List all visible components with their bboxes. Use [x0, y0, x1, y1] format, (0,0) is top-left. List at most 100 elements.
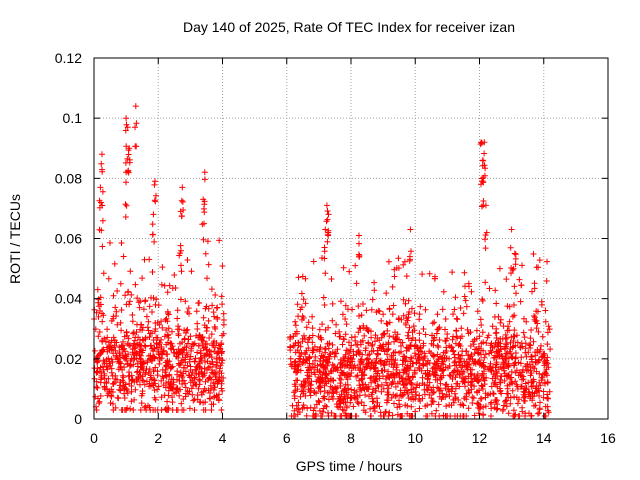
- data-point: [507, 394, 514, 401]
- data-point: [426, 348, 433, 355]
- data-point: [198, 354, 205, 361]
- data-point: [409, 329, 416, 335]
- data-point: [203, 303, 210, 310]
- data-point: [521, 315, 527, 322]
- data-point: [136, 304, 143, 311]
- data-point: [365, 352, 371, 359]
- data-point: [123, 328, 130, 335]
- data-point: [160, 348, 166, 355]
- data-point: [470, 341, 477, 348]
- data-point: [93, 407, 100, 413]
- data-point: [391, 360, 398, 367]
- data-point: [408, 389, 415, 396]
- data-point: [501, 377, 508, 384]
- data-point: [524, 361, 531, 368]
- data-point: [500, 323, 507, 330]
- data-point: [171, 272, 178, 278]
- data-point: [211, 313, 218, 320]
- data-point: [480, 412, 487, 419]
- data-point: [330, 377, 337, 384]
- data-point: [334, 346, 341, 353]
- data-point: [444, 331, 451, 337]
- data-point: [350, 403, 357, 410]
- data-point: [489, 375, 496, 382]
- data-point: [496, 385, 503, 392]
- data-point: [123, 301, 130, 308]
- data-point: [479, 162, 486, 169]
- data-point: [112, 376, 119, 382]
- data-point: [416, 366, 423, 372]
- data-point: [521, 385, 528, 392]
- data-point: [175, 388, 182, 394]
- data-point: [201, 322, 208, 329]
- data-point: [525, 388, 532, 395]
- data-point: [424, 382, 431, 389]
- data-point: [394, 404, 401, 411]
- data-point: [97, 184, 104, 191]
- data-point: [316, 326, 323, 333]
- data-point: [162, 362, 169, 369]
- data-point: [481, 354, 488, 361]
- data-point: [298, 382, 305, 389]
- data-point: [364, 327, 371, 334]
- data-point: [179, 184, 186, 191]
- data-point: [371, 408, 378, 415]
- data-point: [406, 324, 413, 331]
- data-point: [152, 320, 159, 326]
- data-point: [331, 363, 338, 369]
- data-point: [375, 350, 381, 357]
- data-point: [135, 299, 142, 306]
- data-point: [451, 306, 458, 313]
- data-point: [399, 361, 406, 368]
- data-point: [465, 379, 472, 386]
- data-point: [499, 335, 506, 342]
- data-point: [191, 407, 198, 413]
- data-point: [446, 388, 453, 395]
- data-point: [163, 327, 170, 333]
- data-point: [461, 293, 468, 300]
- data-point: [114, 355, 121, 362]
- y-tick-label: 0.08: [55, 170, 82, 186]
- data-point: [376, 337, 383, 344]
- data-point: [213, 362, 220, 369]
- data-point: [323, 202, 330, 209]
- data-point: [208, 286, 215, 293]
- data-point: [321, 302, 328, 308]
- data-point: [456, 383, 463, 390]
- data-point: [490, 390, 496, 397]
- data-point: [488, 399, 495, 406]
- data-point: [407, 342, 414, 348]
- data-point: [212, 344, 218, 351]
- data-point: [105, 275, 112, 282]
- data-point: [530, 338, 537, 345]
- data-point: [512, 255, 519, 262]
- data-point: [416, 316, 423, 323]
- data-point: [100, 366, 107, 373]
- data-point: [544, 379, 551, 386]
- data-point: [467, 329, 474, 336]
- data-point: [324, 356, 330, 363]
- data-point: [172, 285, 179, 291]
- data-point: [446, 363, 453, 369]
- data-point: [369, 395, 376, 402]
- data-point: [337, 383, 344, 389]
- data-point: [432, 372, 439, 379]
- data-point: [393, 366, 400, 373]
- data-point: [164, 308, 171, 315]
- data-point: [169, 328, 175, 335]
- x-tick-label: 2: [154, 430, 162, 446]
- data-point: [97, 307, 103, 314]
- data-point: [114, 321, 121, 328]
- data-point: [368, 391, 375, 398]
- data-point: [455, 342, 462, 349]
- data-point: [419, 395, 426, 402]
- data-point: [511, 393, 518, 400]
- data-point: [116, 382, 123, 389]
- data-point: [488, 367, 495, 374]
- data-point: [539, 333, 546, 340]
- data-point: [133, 355, 140, 362]
- data-point: [104, 334, 111, 341]
- x-tick-label: 0: [90, 430, 98, 446]
- data-point: [388, 394, 395, 401]
- data-point: [132, 124, 138, 131]
